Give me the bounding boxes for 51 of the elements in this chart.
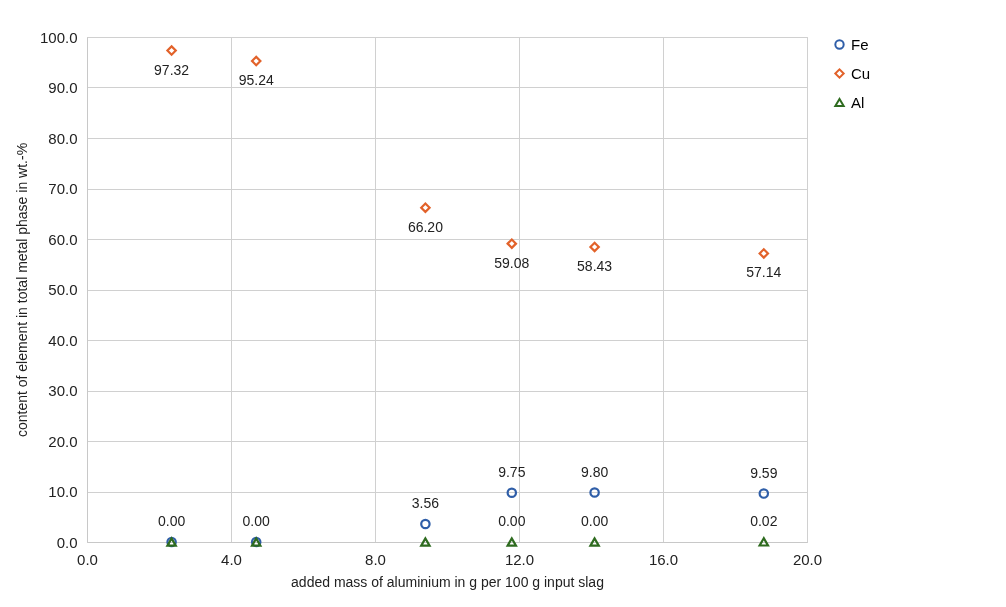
- point: [589, 241, 600, 253]
- legend-label: Fe: [851, 35, 869, 53]
- point: [166, 45, 177, 56]
- point: [758, 537, 770, 547]
- data-label: 58.43: [577, 257, 613, 274]
- data-label: 0.00: [498, 513, 526, 529]
- y-tick-label: 20.0: [48, 432, 78, 450]
- x-tick-label: 4.0: [221, 550, 242, 568]
- data-label: 66.20: [407, 218, 444, 235]
- x-axis-title: added mass of aluminium in g per 100 g input slag: [291, 573, 604, 590]
- point: [420, 537, 431, 547]
- data-label: 3.56: [411, 495, 440, 512]
- y-tick-label: 40.0: [48, 331, 78, 349]
- data-label: 0.00: [242, 513, 271, 529]
- point: [589, 537, 600, 547]
- point: [758, 488, 770, 499]
- x-tick-label: 20.0: [792, 550, 823, 568]
- y-axis-title: content of element in total metal phase in wt.-%: [13, 142, 30, 438]
- point: [420, 518, 431, 530]
- point: [506, 238, 518, 249]
- x-tick-label: 0.0: [77, 550, 98, 568]
- data-label: 95.24: [238, 72, 274, 89]
- legend-label: Al: [851, 93, 865, 111]
- data-label: 57.14: [746, 264, 782, 281]
- data-label: 9.75: [498, 463, 526, 480]
- point: [758, 248, 770, 259]
- y-tick-label: 80.0: [48, 129, 78, 147]
- legend-label: Cu: [851, 64, 871, 82]
- y-tick-label: 100.0: [39, 28, 78, 46]
- data-label: 97.32: [154, 61, 190, 78]
- y-tick-label: 90.0: [48, 79, 78, 96]
- y-tick-label: 0.0: [56, 533, 78, 551]
- data-label: 0.00: [580, 513, 609, 529]
- point: [589, 487, 600, 498]
- y-tick-label: 30.0: [48, 382, 78, 399]
- data-label: 9.80: [580, 463, 609, 480]
- x-tick-label: 8.0: [365, 550, 386, 568]
- y-tick-label: 50.0: [48, 281, 78, 298]
- y-tick-label: 60.0: [48, 230, 78, 248]
- x-tick-label: 12.0: [504, 550, 535, 568]
- y-tick-label: 70.0: [48, 180, 78, 197]
- point: [250, 55, 262, 67]
- point: [420, 202, 431, 213]
- point: [506, 537, 518, 547]
- data-label: 59.08: [494, 254, 530, 271]
- data-label: 0.00: [157, 513, 186, 529]
- point: [506, 487, 518, 499]
- y-tick-label: 10.0: [48, 483, 78, 500]
- x-tick-label: 16.0: [648, 550, 679, 568]
- data-label: 9.59: [750, 464, 778, 481]
- data-label: 0.02: [750, 512, 778, 529]
